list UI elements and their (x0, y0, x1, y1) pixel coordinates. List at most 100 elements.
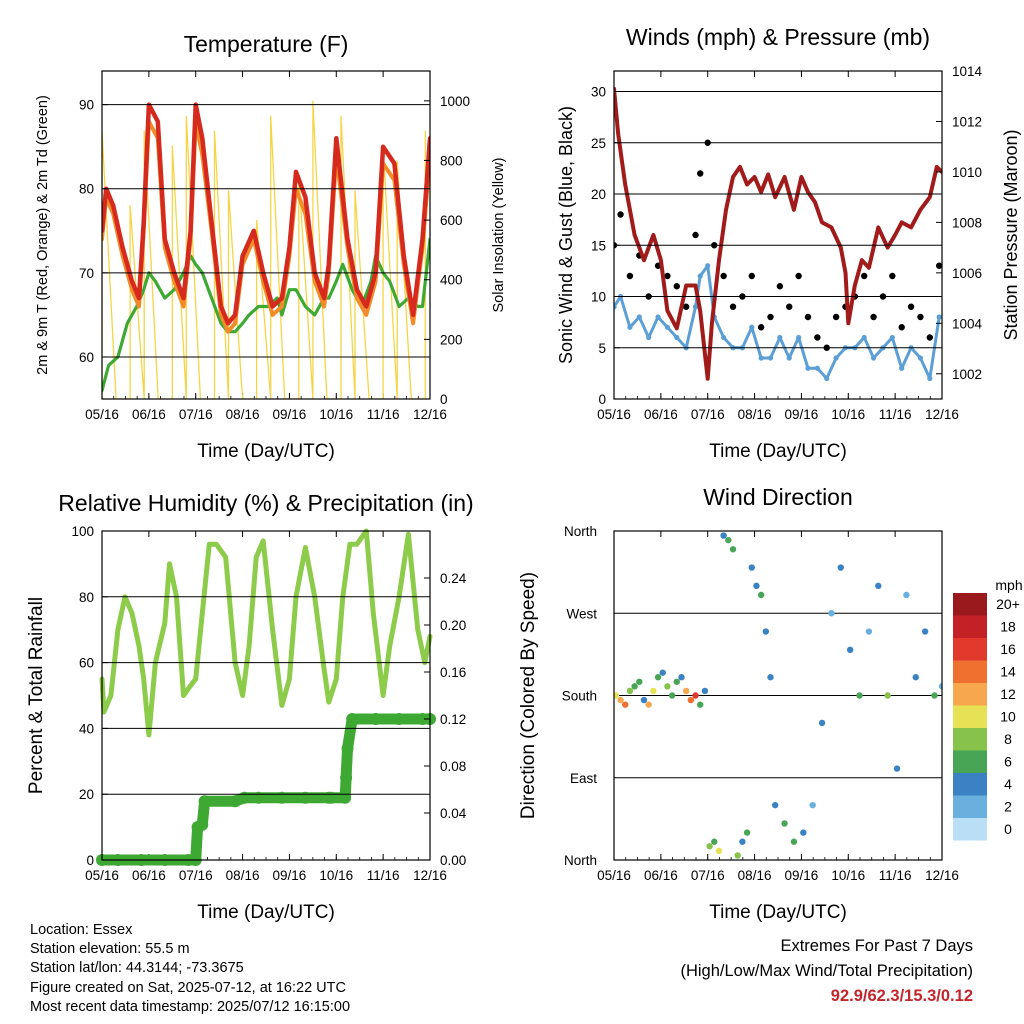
gust-point (767, 313, 774, 321)
legend-label: 4 (1004, 776, 1012, 792)
y-tick-label: West (566, 606, 597, 621)
gust-point (757, 324, 765, 331)
y-tick-label: 0 (86, 853, 94, 868)
direction-point (781, 820, 788, 827)
direction-point (668, 692, 676, 699)
y-tick-label: 30 (591, 85, 606, 100)
y-tick-label: 20 (591, 187, 606, 202)
direction-point (762, 628, 770, 635)
temperature-title: Temperature (F) (184, 31, 349, 57)
direction-point (753, 582, 760, 590)
gust-point (692, 231, 699, 239)
info-latlon: Station lat/lon: 44.3144; -73.3675 (30, 960, 244, 977)
direction-point (875, 582, 882, 590)
wind-point (814, 365, 820, 371)
direction-point (711, 838, 718, 845)
legend-label: 14 (1000, 664, 1016, 680)
wind-point (655, 314, 661, 320)
y-tick-label: 0 (598, 392, 606, 407)
direction-point (767, 674, 774, 681)
extremes-title: Extremes For Past 7 Days (780, 937, 973, 955)
direction-point (856, 692, 863, 699)
direction-point (659, 669, 666, 676)
direction-series (614, 532, 942, 859)
info-elevation: Station elevation: 55.5 m (30, 941, 190, 958)
x-tick-label: 05/16 (597, 407, 631, 422)
gust-point (748, 272, 755, 280)
x-tick-label: 07/16 (691, 407, 725, 422)
x-tick-label: 05/16 (85, 407, 119, 422)
direction-point (692, 692, 699, 699)
y-right-tick-label: 0.24 (440, 571, 467, 586)
gust-point (673, 283, 680, 290)
extremes-values: 92.9/62.3/15.3/0.12 (830, 987, 973, 1005)
x-tick-label: 08/16 (226, 407, 260, 422)
y-right-tick-label: 0.16 (440, 665, 466, 680)
direction-point (931, 692, 938, 699)
x-tick-label: 07/16 (179, 868, 213, 883)
direction-point (921, 628, 929, 635)
x-tick-label: 09/16 (785, 407, 819, 422)
direction-point (622, 701, 629, 708)
wind-point (749, 324, 755, 330)
direction-point (640, 696, 648, 704)
legend-swatch (953, 660, 987, 683)
wind-point (721, 334, 727, 341)
humidity-title: Relative Humidity (%) & Precipitation (i… (58, 490, 473, 516)
legend-label: 2 (1004, 799, 1012, 815)
y-right-tick-label: 1010 (952, 165, 982, 180)
y-tick-label: 5 (598, 341, 606, 356)
direction-point (631, 683, 638, 690)
temperature-ylabel-right: Solar Insolation (Yellow) (491, 157, 507, 312)
humidity-line (99, 528, 433, 738)
humidity-series (96, 528, 436, 866)
wind-point (627, 324, 633, 330)
y-tick-label: 80 (79, 590, 94, 605)
legend-label: 8 (1004, 731, 1012, 747)
x-tick-label: 10/16 (831, 407, 865, 422)
x-tick-label: 11/16 (367, 868, 400, 883)
x-tick-label: 10/16 (831, 868, 865, 883)
direction-point (673, 678, 680, 685)
temp-2m-line (102, 102, 430, 326)
legend-label: 6 (1004, 754, 1012, 770)
legend-swatch (953, 593, 987, 616)
gust-point (832, 313, 840, 321)
y-right-tick-label: 0.04 (440, 806, 467, 821)
x-tick-label: 09/16 (273, 407, 307, 422)
gust-point (926, 334, 934, 341)
legend-label: 0 (1004, 821, 1012, 837)
direction-point (706, 843, 713, 850)
gust-point (720, 272, 727, 280)
direction-point (757, 591, 765, 599)
y-tick-label: South (562, 689, 597, 704)
x-tick-label: 08/16 (738, 868, 772, 883)
direction-point (912, 674, 919, 681)
y-tick-label: 80 (79, 182, 94, 197)
wind-point (646, 334, 652, 341)
legend-label: 18 (1000, 619, 1016, 635)
direction-point (636, 678, 643, 685)
direction-point (701, 687, 709, 695)
x-tick-label: 11/16 (367, 407, 400, 422)
gust-point (729, 303, 737, 310)
wind-point (927, 375, 933, 382)
legend-label: 12 (1000, 686, 1016, 702)
plot-border (101, 530, 431, 861)
wind-point (758, 355, 764, 361)
direction-point (626, 687, 634, 695)
gust-point (814, 334, 821, 341)
x-tick-label: 05/16 (597, 868, 631, 883)
direction-point (837, 564, 844, 571)
direction-point (884, 692, 891, 699)
legend-swatch (953, 728, 987, 751)
direction-point (800, 829, 807, 836)
wind-point (636, 314, 642, 320)
legend-title: mph (995, 577, 1022, 593)
gust-point (917, 313, 924, 321)
wind-point (674, 334, 680, 341)
wind-point (614, 304, 617, 310)
y-tick-label: 90 (79, 98, 94, 113)
y-tick-label: 60 (79, 350, 94, 365)
